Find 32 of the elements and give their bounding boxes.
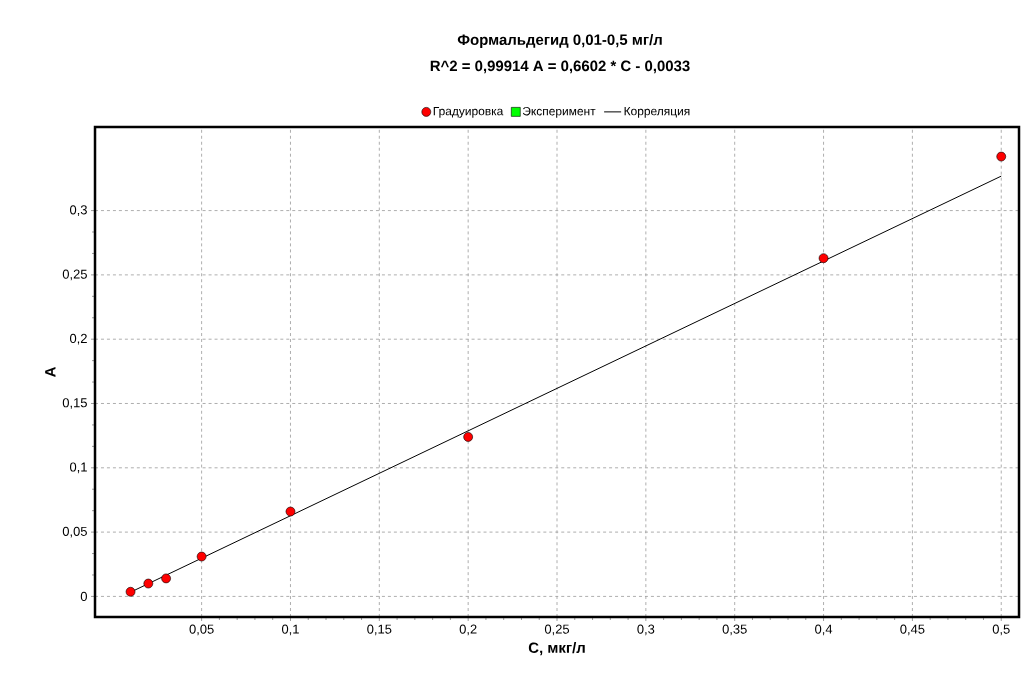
y-tick-label: 0,05 [62, 526, 87, 538]
point [818, 253, 829, 263]
chart-subtitle: R^2 = 0,99914 A = 0,6602 * C - 0,0033 [430, 60, 690, 74]
y-tick-label: 0,25 [62, 269, 87, 281]
point [285, 506, 296, 517]
legend-label: Градуировка [433, 107, 504, 118]
legend-label: Корреляция [624, 107, 690, 118]
y-tick-label: 0,15 [62, 398, 87, 409]
point [196, 551, 207, 562]
chart-title: Формальдегид 0,01-0,5 мг/л [457, 34, 662, 48]
x-tick-label: 0,35 [722, 624, 747, 636]
point [161, 573, 171, 584]
point [143, 578, 154, 589]
x-tick-label: 0,3 [637, 624, 655, 636]
legend-label: Эксперимент [522, 106, 596, 118]
point [125, 586, 136, 597]
y-tick-label: 0,2 [69, 333, 87, 345]
x-tick-label: 0,1 [281, 624, 299, 636]
x-tick-label: 0,05 [189, 624, 214, 636]
x-tick-label: 0,15 [367, 624, 392, 636]
x-tick-label: 0,45 [900, 624, 925, 636]
x-axis-title: C, мкг/л [528, 642, 585, 656]
point [463, 432, 473, 442]
x-tick-label: 0,5 [992, 624, 1010, 636]
y-axis-title: A [45, 366, 56, 377]
y-tick-label: 0,1 [69, 462, 87, 474]
x-tick-label: 0,2 [459, 624, 477, 636]
x-tick-label: 0,25 [544, 624, 570, 636]
x-tick-label: 0,4 [815, 624, 833, 636]
point [996, 151, 1007, 162]
y-tick-label: 0 [80, 591, 87, 601]
y-tick-label: 0,3 [69, 205, 87, 216]
